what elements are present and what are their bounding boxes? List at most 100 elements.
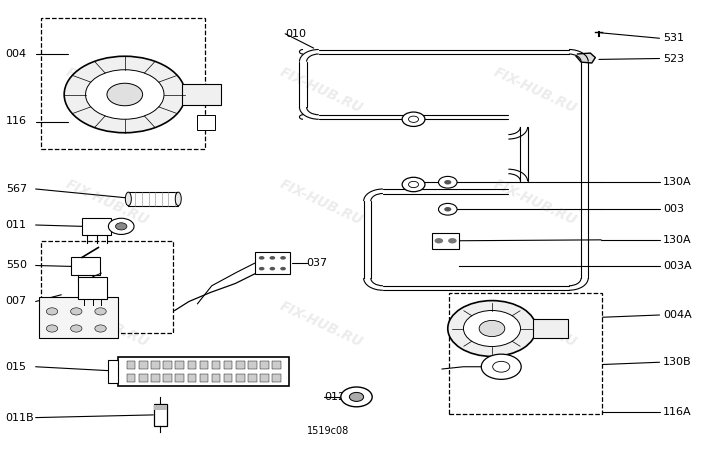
- Bar: [71, 257, 100, 275]
- Ellipse shape: [125, 192, 131, 206]
- Ellipse shape: [175, 192, 181, 206]
- Bar: [182, 84, 221, 104]
- Text: FIX-HUB.RU: FIX-HUB.RU: [63, 65, 150, 115]
- Text: 037: 037: [307, 258, 328, 268]
- Circle shape: [46, 308, 58, 315]
- Bar: [248, 374, 257, 382]
- Bar: [248, 361, 257, 369]
- Circle shape: [116, 223, 127, 230]
- Text: FIX-HUB.RU: FIX-HUB.RU: [277, 299, 364, 349]
- Text: FIX-HUB.RU: FIX-HUB.RU: [491, 299, 578, 349]
- Circle shape: [448, 238, 457, 243]
- Circle shape: [71, 308, 82, 315]
- Bar: [163, 374, 172, 382]
- Text: 567: 567: [6, 184, 27, 194]
- Bar: [449, 292, 602, 414]
- Text: FIX-HUB.RU: FIX-HUB.RU: [277, 177, 364, 228]
- Circle shape: [64, 56, 185, 133]
- Bar: [175, 361, 184, 369]
- Bar: [224, 374, 232, 382]
- Bar: [154, 405, 167, 410]
- Circle shape: [402, 177, 425, 192]
- Text: 531: 531: [663, 33, 684, 43]
- Circle shape: [463, 310, 520, 346]
- Text: 003: 003: [663, 204, 684, 214]
- Text: 010: 010: [285, 29, 306, 39]
- Text: 007: 007: [6, 297, 27, 306]
- Text: 116A: 116A: [663, 407, 692, 417]
- Circle shape: [86, 70, 164, 119]
- Bar: [533, 319, 568, 338]
- Circle shape: [108, 218, 134, 234]
- Bar: [139, 361, 148, 369]
- Text: 004: 004: [6, 49, 27, 59]
- Bar: [154, 404, 167, 426]
- Bar: [188, 361, 196, 369]
- Text: FIX-HUB.RU: FIX-HUB.RU: [491, 177, 578, 228]
- Circle shape: [341, 387, 372, 407]
- Text: 011: 011: [6, 220, 26, 230]
- Circle shape: [444, 180, 451, 184]
- Bar: [39, 297, 118, 338]
- Circle shape: [435, 238, 443, 243]
- Text: 550: 550: [6, 261, 26, 270]
- Circle shape: [71, 325, 82, 332]
- Text: 011B: 011B: [6, 413, 34, 423]
- Bar: [255, 252, 290, 274]
- Circle shape: [402, 112, 425, 126]
- Bar: [200, 361, 208, 369]
- Circle shape: [107, 83, 143, 106]
- Bar: [151, 374, 160, 382]
- Text: 116: 116: [6, 117, 26, 126]
- Bar: [260, 361, 269, 369]
- Text: FIX-HUB.RU: FIX-HUB.RU: [277, 65, 364, 115]
- Circle shape: [479, 320, 505, 337]
- Circle shape: [280, 267, 286, 270]
- Bar: [41, 18, 205, 149]
- Circle shape: [270, 256, 275, 260]
- Bar: [151, 361, 160, 369]
- Bar: [163, 361, 172, 369]
- Circle shape: [95, 308, 106, 315]
- Text: FIX-HUB.RU: FIX-HUB.RU: [63, 299, 150, 349]
- Text: 130A: 130A: [663, 177, 692, 187]
- Polygon shape: [576, 53, 595, 63]
- Text: 012: 012: [324, 392, 346, 402]
- Text: 003A: 003A: [663, 261, 692, 271]
- Bar: [224, 361, 232, 369]
- Bar: [260, 374, 269, 382]
- Circle shape: [46, 325, 58, 332]
- Bar: [139, 374, 148, 382]
- Text: FIX-HUB.RU: FIX-HUB.RU: [63, 177, 150, 228]
- Bar: [175, 374, 184, 382]
- Text: FIX-HUB.RU: FIX-HUB.RU: [491, 65, 578, 115]
- Circle shape: [95, 325, 106, 332]
- Circle shape: [448, 301, 536, 356]
- Bar: [197, 115, 215, 130]
- Bar: [236, 374, 245, 382]
- Text: 523: 523: [663, 54, 684, 63]
- Text: 015: 015: [6, 362, 26, 372]
- Bar: [188, 374, 196, 382]
- Circle shape: [493, 361, 510, 372]
- Bar: [108, 360, 118, 382]
- Circle shape: [270, 267, 275, 270]
- Bar: [78, 277, 107, 299]
- Text: 130B: 130B: [663, 357, 692, 367]
- Bar: [212, 374, 220, 382]
- Text: 130A: 130A: [663, 235, 692, 245]
- Bar: [118, 356, 289, 386]
- Circle shape: [444, 207, 451, 211]
- Circle shape: [349, 392, 364, 401]
- Bar: [432, 233, 459, 248]
- Text: 1519c08: 1519c08: [307, 426, 349, 436]
- Bar: [127, 374, 135, 382]
- Circle shape: [438, 176, 457, 188]
- Bar: [128, 192, 178, 206]
- Circle shape: [259, 267, 265, 270]
- Bar: [272, 361, 281, 369]
- Circle shape: [259, 256, 265, 260]
- Bar: [127, 361, 135, 369]
- Bar: [212, 361, 220, 369]
- Bar: [41, 241, 173, 333]
